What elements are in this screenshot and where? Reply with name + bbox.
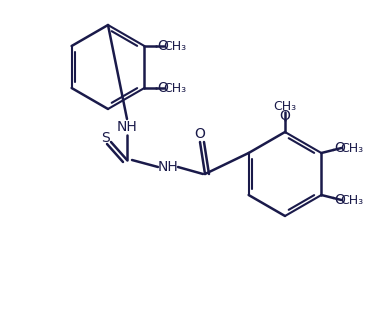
Text: O: O — [194, 127, 206, 141]
Text: NH: NH — [157, 160, 178, 174]
Text: O: O — [157, 81, 168, 95]
Text: O: O — [157, 39, 168, 53]
Text: CH₃: CH₃ — [340, 194, 363, 206]
Text: O: O — [334, 141, 345, 155]
Text: CH₃: CH₃ — [163, 81, 186, 94]
Text: O: O — [334, 193, 345, 207]
Text: CH₃: CH₃ — [340, 141, 363, 155]
Text: CH₃: CH₃ — [273, 99, 296, 112]
Text: O: O — [280, 109, 290, 123]
Text: NH: NH — [117, 120, 137, 134]
Text: CH₃: CH₃ — [163, 40, 186, 52]
Text: S: S — [100, 131, 109, 145]
